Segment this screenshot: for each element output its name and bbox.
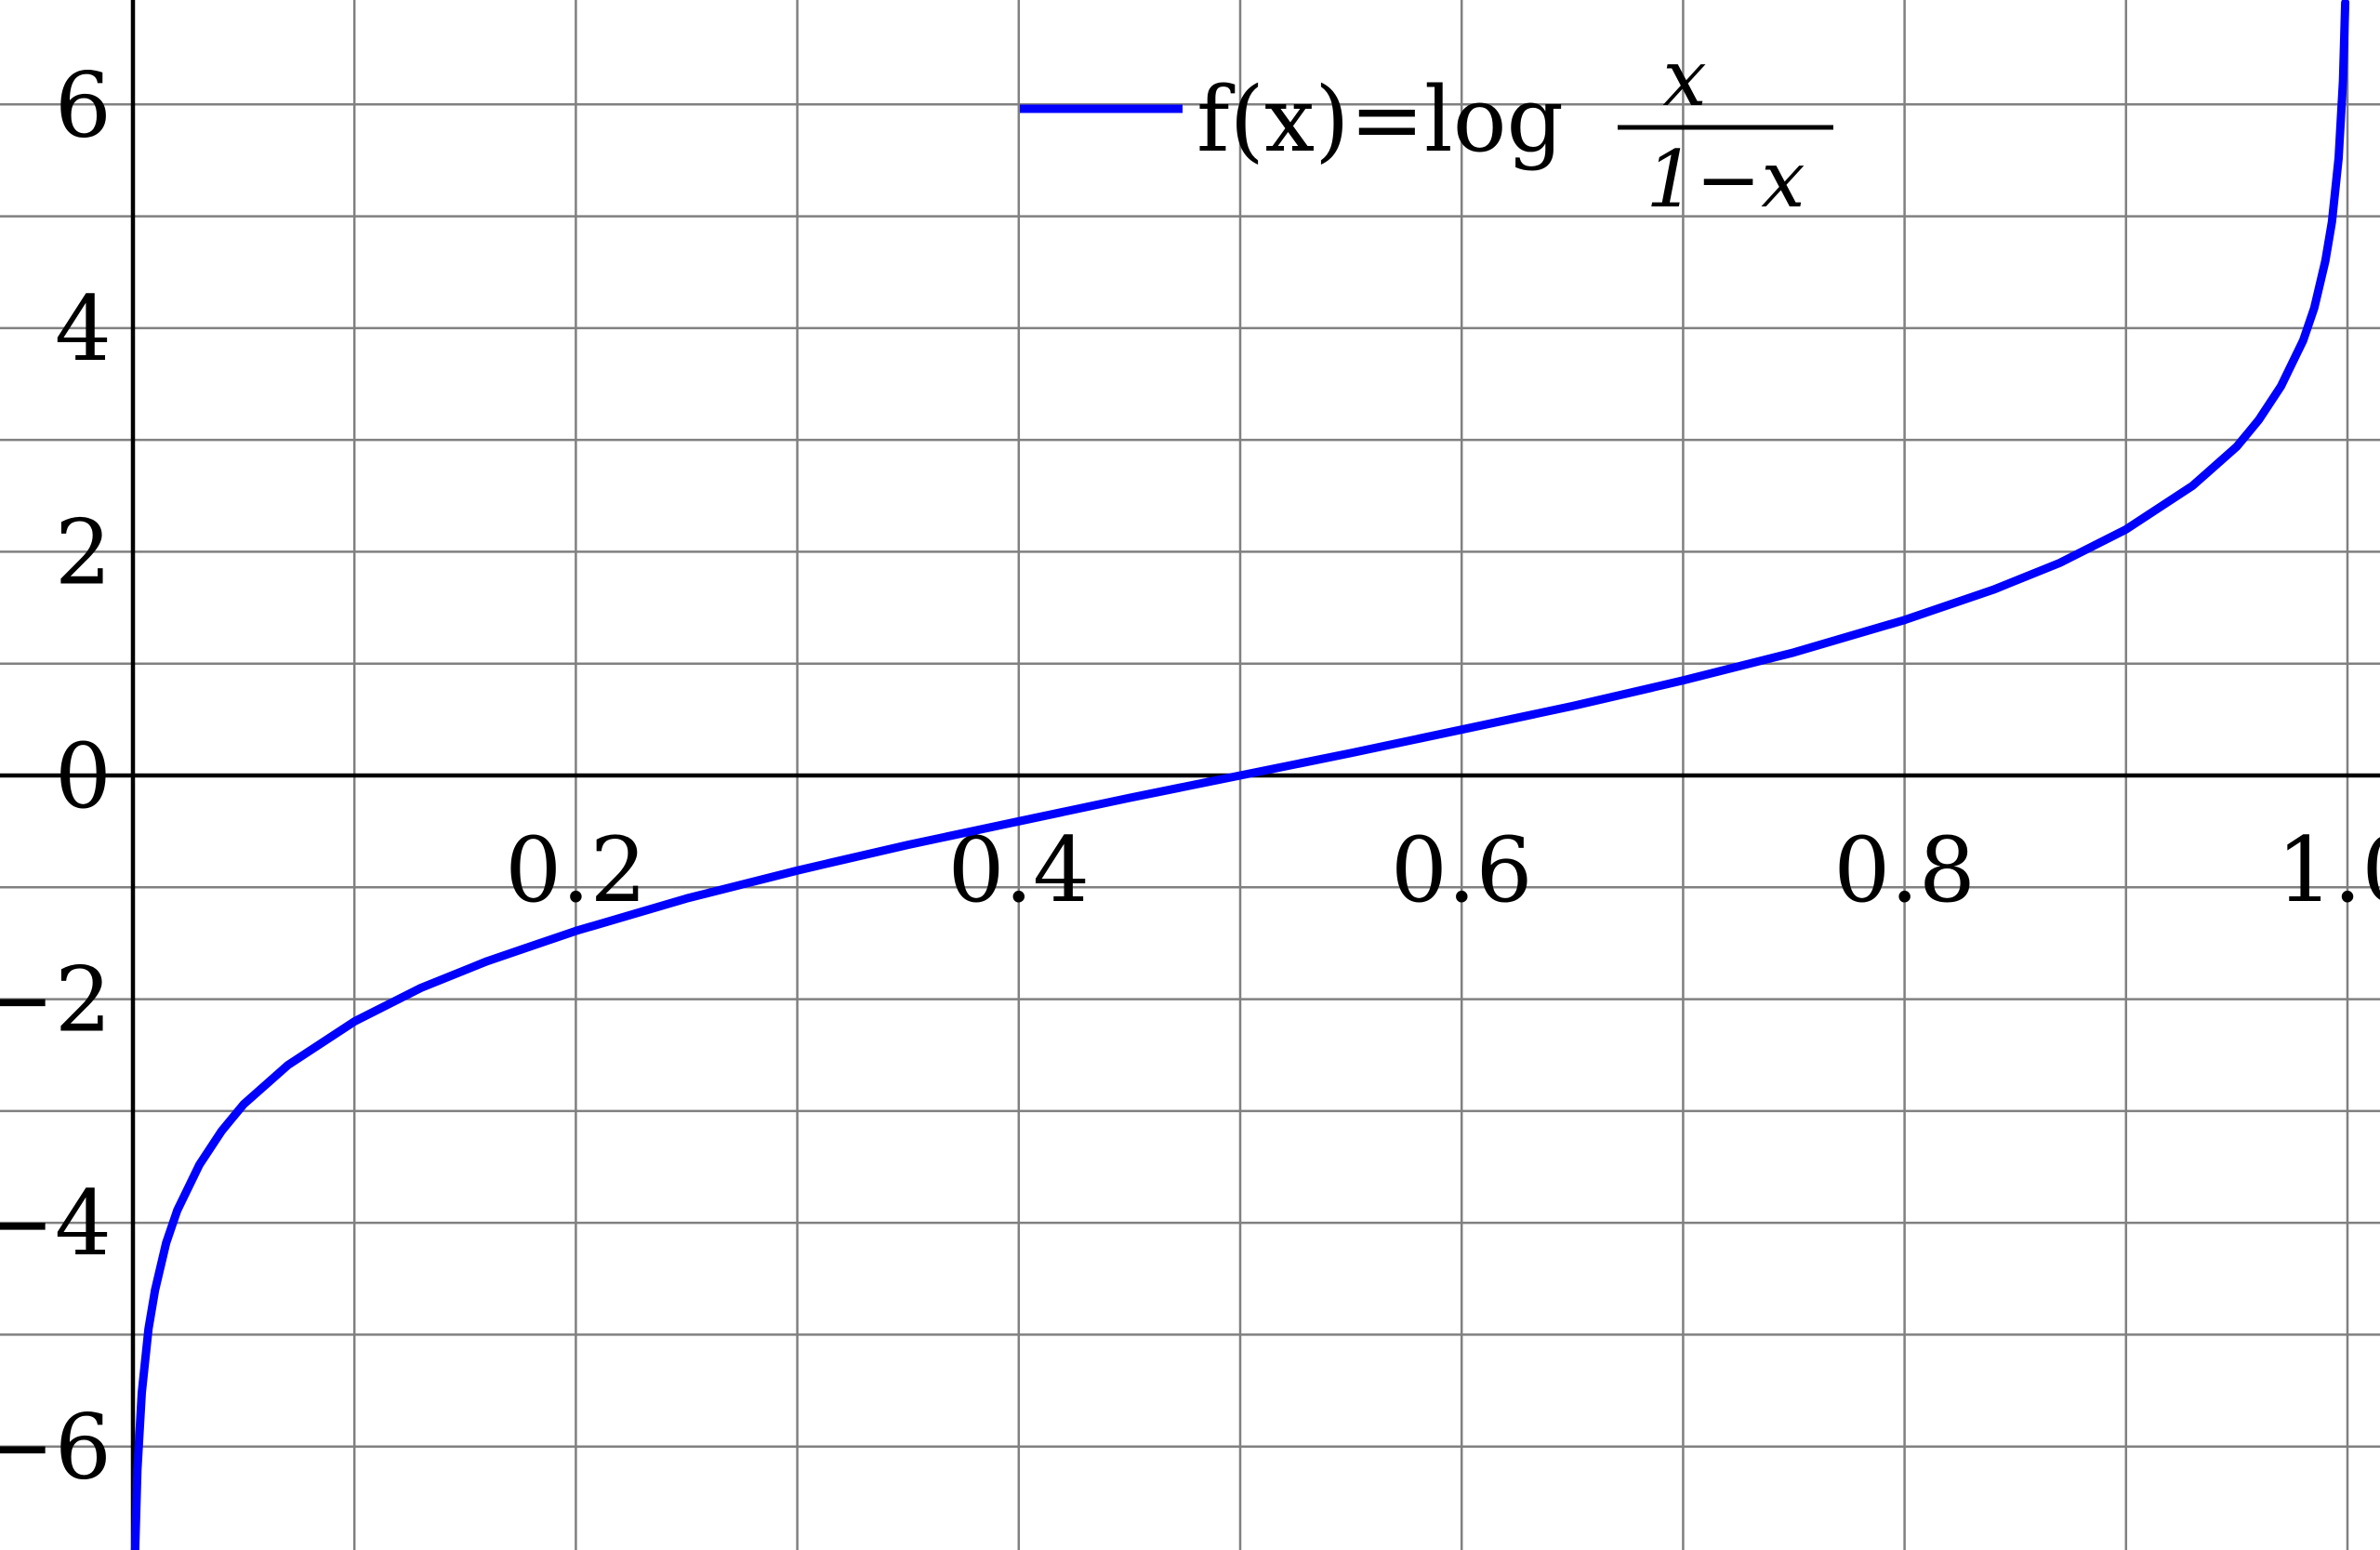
x-tick-label: 0.8: [1833, 818, 1976, 922]
legend-label: f(x)=log: [1197, 68, 1564, 172]
y-tick-label: −2: [0, 948, 112, 1053]
legend: f(x)=log x 1−x: [1020, 33, 1833, 225]
y-tick-label: −4: [0, 1172, 112, 1276]
y-tick-label: 6: [55, 53, 112, 157]
series-group: [130, 0, 2350, 1550]
y-tick-label: 0: [55, 724, 112, 828]
y-tick-label: 2: [55, 500, 112, 604]
x-tick-label: 1.0: [2277, 818, 2380, 922]
x-tick-label: 0.2: [505, 818, 647, 922]
legend-numerator: x: [1662, 33, 1706, 124]
y-tick-label: 4: [55, 277, 112, 381]
legend-denominator: 1−x: [1646, 134, 1805, 225]
y-tick-label: −6: [0, 1396, 112, 1500]
series-line: [130, 0, 2350, 1550]
x-tick-label: 0.6: [1391, 818, 1533, 922]
